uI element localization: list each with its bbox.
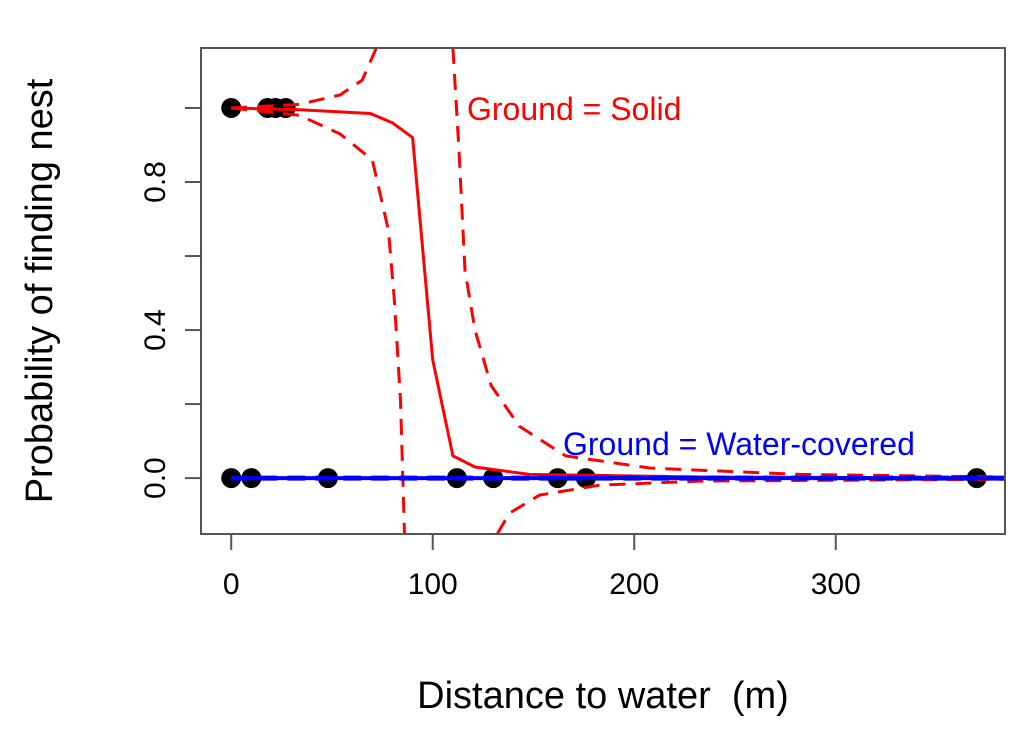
x-tick-label: 300 <box>811 568 861 601</box>
y-tick-label: 0.0 <box>139 457 172 499</box>
series-line-0 <box>231 106 1005 480</box>
series-line-3 <box>231 106 406 534</box>
series-line-1 <box>231 48 378 110</box>
y-axis-label: Probability of finding nest <box>19 78 61 503</box>
y-tick-label: 0.4 <box>139 309 172 351</box>
y-tick-label: 0.8 <box>139 161 172 203</box>
x-tick-label: 100 <box>408 568 458 601</box>
x-axis-label: Distance to water (m) <box>417 675 789 717</box>
series-line-2 <box>451 48 1005 479</box>
annotation-solid: Ground = Solid <box>467 91 681 127</box>
annotation-water: Ground = Water-covered <box>563 426 915 462</box>
x-tick-label: 0 <box>223 568 240 601</box>
series-line-4 <box>495 477 1005 534</box>
x-tick-label: 200 <box>609 568 659 601</box>
